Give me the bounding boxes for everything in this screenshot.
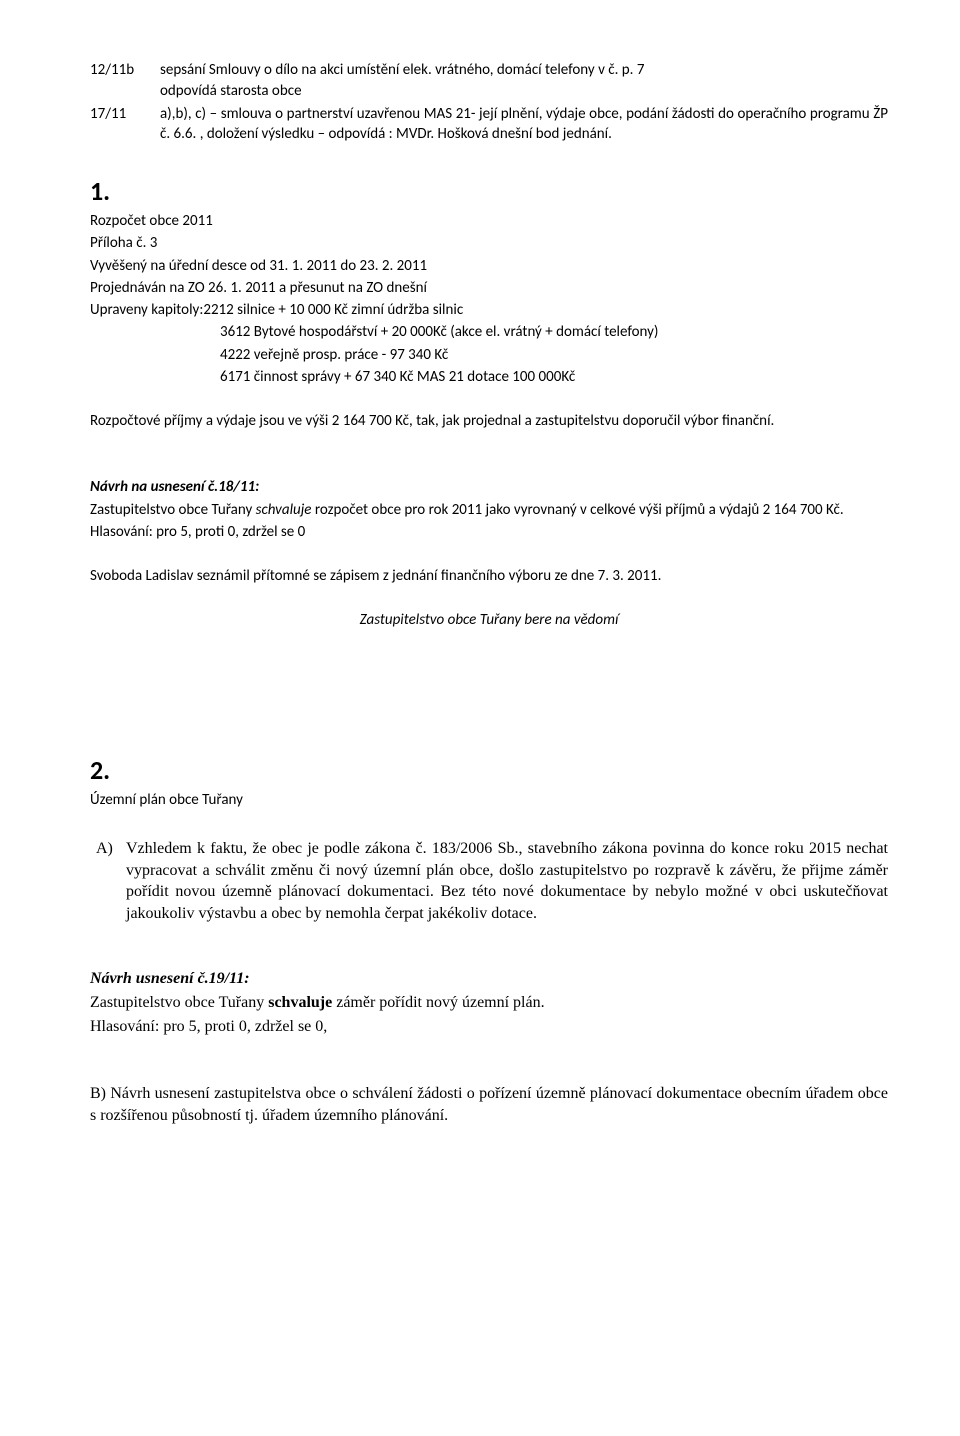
sec1-line-indent: 4222 veřejně prosp. práce - 97 340 Kč — [90, 345, 888, 365]
proposal-text-19-11: Zastupitelstvo obce Tuřany schvaluje zám… — [90, 992, 888, 1014]
list-marker-A: A) — [90, 838, 126, 924]
section-number-2: 2. — [90, 753, 888, 788]
agenda-text: a),b), c) – smlouva o partnerství uzavře… — [160, 104, 888, 145]
svoboda-note: Svoboda Ladislav seznámil přítomné se zá… — [90, 566, 888, 586]
proposal-suffix: záměr pořídit nový územní plán. — [332, 994, 544, 1011]
proposal-prefix: Zastupitelstvo obce Tuřany — [90, 994, 268, 1011]
takes-note: Zastupitelstvo obce Tuřany bere na vědom… — [90, 610, 888, 630]
proposal-verb: schvaluje — [256, 501, 312, 519]
proposal-text-18-11: Zastupitelstvo obce Tuřany schvaluje roz… — [90, 500, 888, 520]
section-number-1: 1. — [90, 174, 888, 209]
proposal-label-19-11: Návrh usnesení č.19/11: — [90, 968, 888, 990]
agenda-id: 17/11 — [90, 104, 160, 147]
sec1-summary: Rozpočtové příjmy a výdaje jsou ve výši … — [90, 411, 888, 431]
sec1-line: Vyvěšený na úřední desce od 31. 1. 2011 … — [90, 256, 888, 276]
agenda-text: sepsání Smlouvy o dílo na akci umístění … — [160, 60, 888, 80]
sec1-line: Příloha č. 3 — [90, 233, 888, 253]
proposal-label-18-11: Návrh na usnesení č.18/11: — [90, 477, 888, 497]
sec1-line-indent: 3612 Bytové hospodářství + 20 000Kč (akc… — [90, 322, 888, 342]
sec1-line: Upraveny kapitoly:2212 silnice + 10 000 … — [90, 300, 888, 320]
sec1-line: Rozpočet obce 2011 — [90, 211, 888, 231]
sec1-line-indent: 6171 činnost správy + 67 340 Kč MAS 21 d… — [90, 367, 888, 387]
sec2-A-text: Vzhledem k faktu, že obec je podle zákon… — [126, 838, 888, 924]
agenda-row-12-11b: 12/11b sepsání Smlouvy o dílo na akci um… — [90, 60, 888, 80]
proposal-verb: schvaluje — [268, 994, 332, 1011]
agenda-row-17-11: 17/11 a),b), c) – smlouva o partnerství … — [90, 104, 888, 147]
sec1-line: Projednáván na ZO 26. 1. 2011 a přesunut… — [90, 278, 888, 298]
sec2-title: Územní plán obce Tuřany — [90, 790, 888, 810]
agenda-id: 12/11b — [90, 60, 160, 80]
vote-result: Hlasování: pro 5, proti 0, zdržel se 0, — [90, 1016, 888, 1038]
proposal-suffix: rozpočet obce pro rok 2011 jako vyrovnan… — [311, 501, 843, 519]
vote-result: Hlasování: pro 5, proti 0, zdržel se 0 — [90, 522, 888, 542]
agenda-responsible: odpovídá starosta obce — [160, 81, 888, 101]
proposal-prefix: Zastupitelstvo obce Tuřany — [90, 501, 256, 519]
sec2-B-text: B) Návrh usnesení zastupitelstva obce o … — [90, 1083, 888, 1126]
sec2-item-A: A) Vzhledem k faktu, že obec je podle zá… — [90, 838, 888, 924]
